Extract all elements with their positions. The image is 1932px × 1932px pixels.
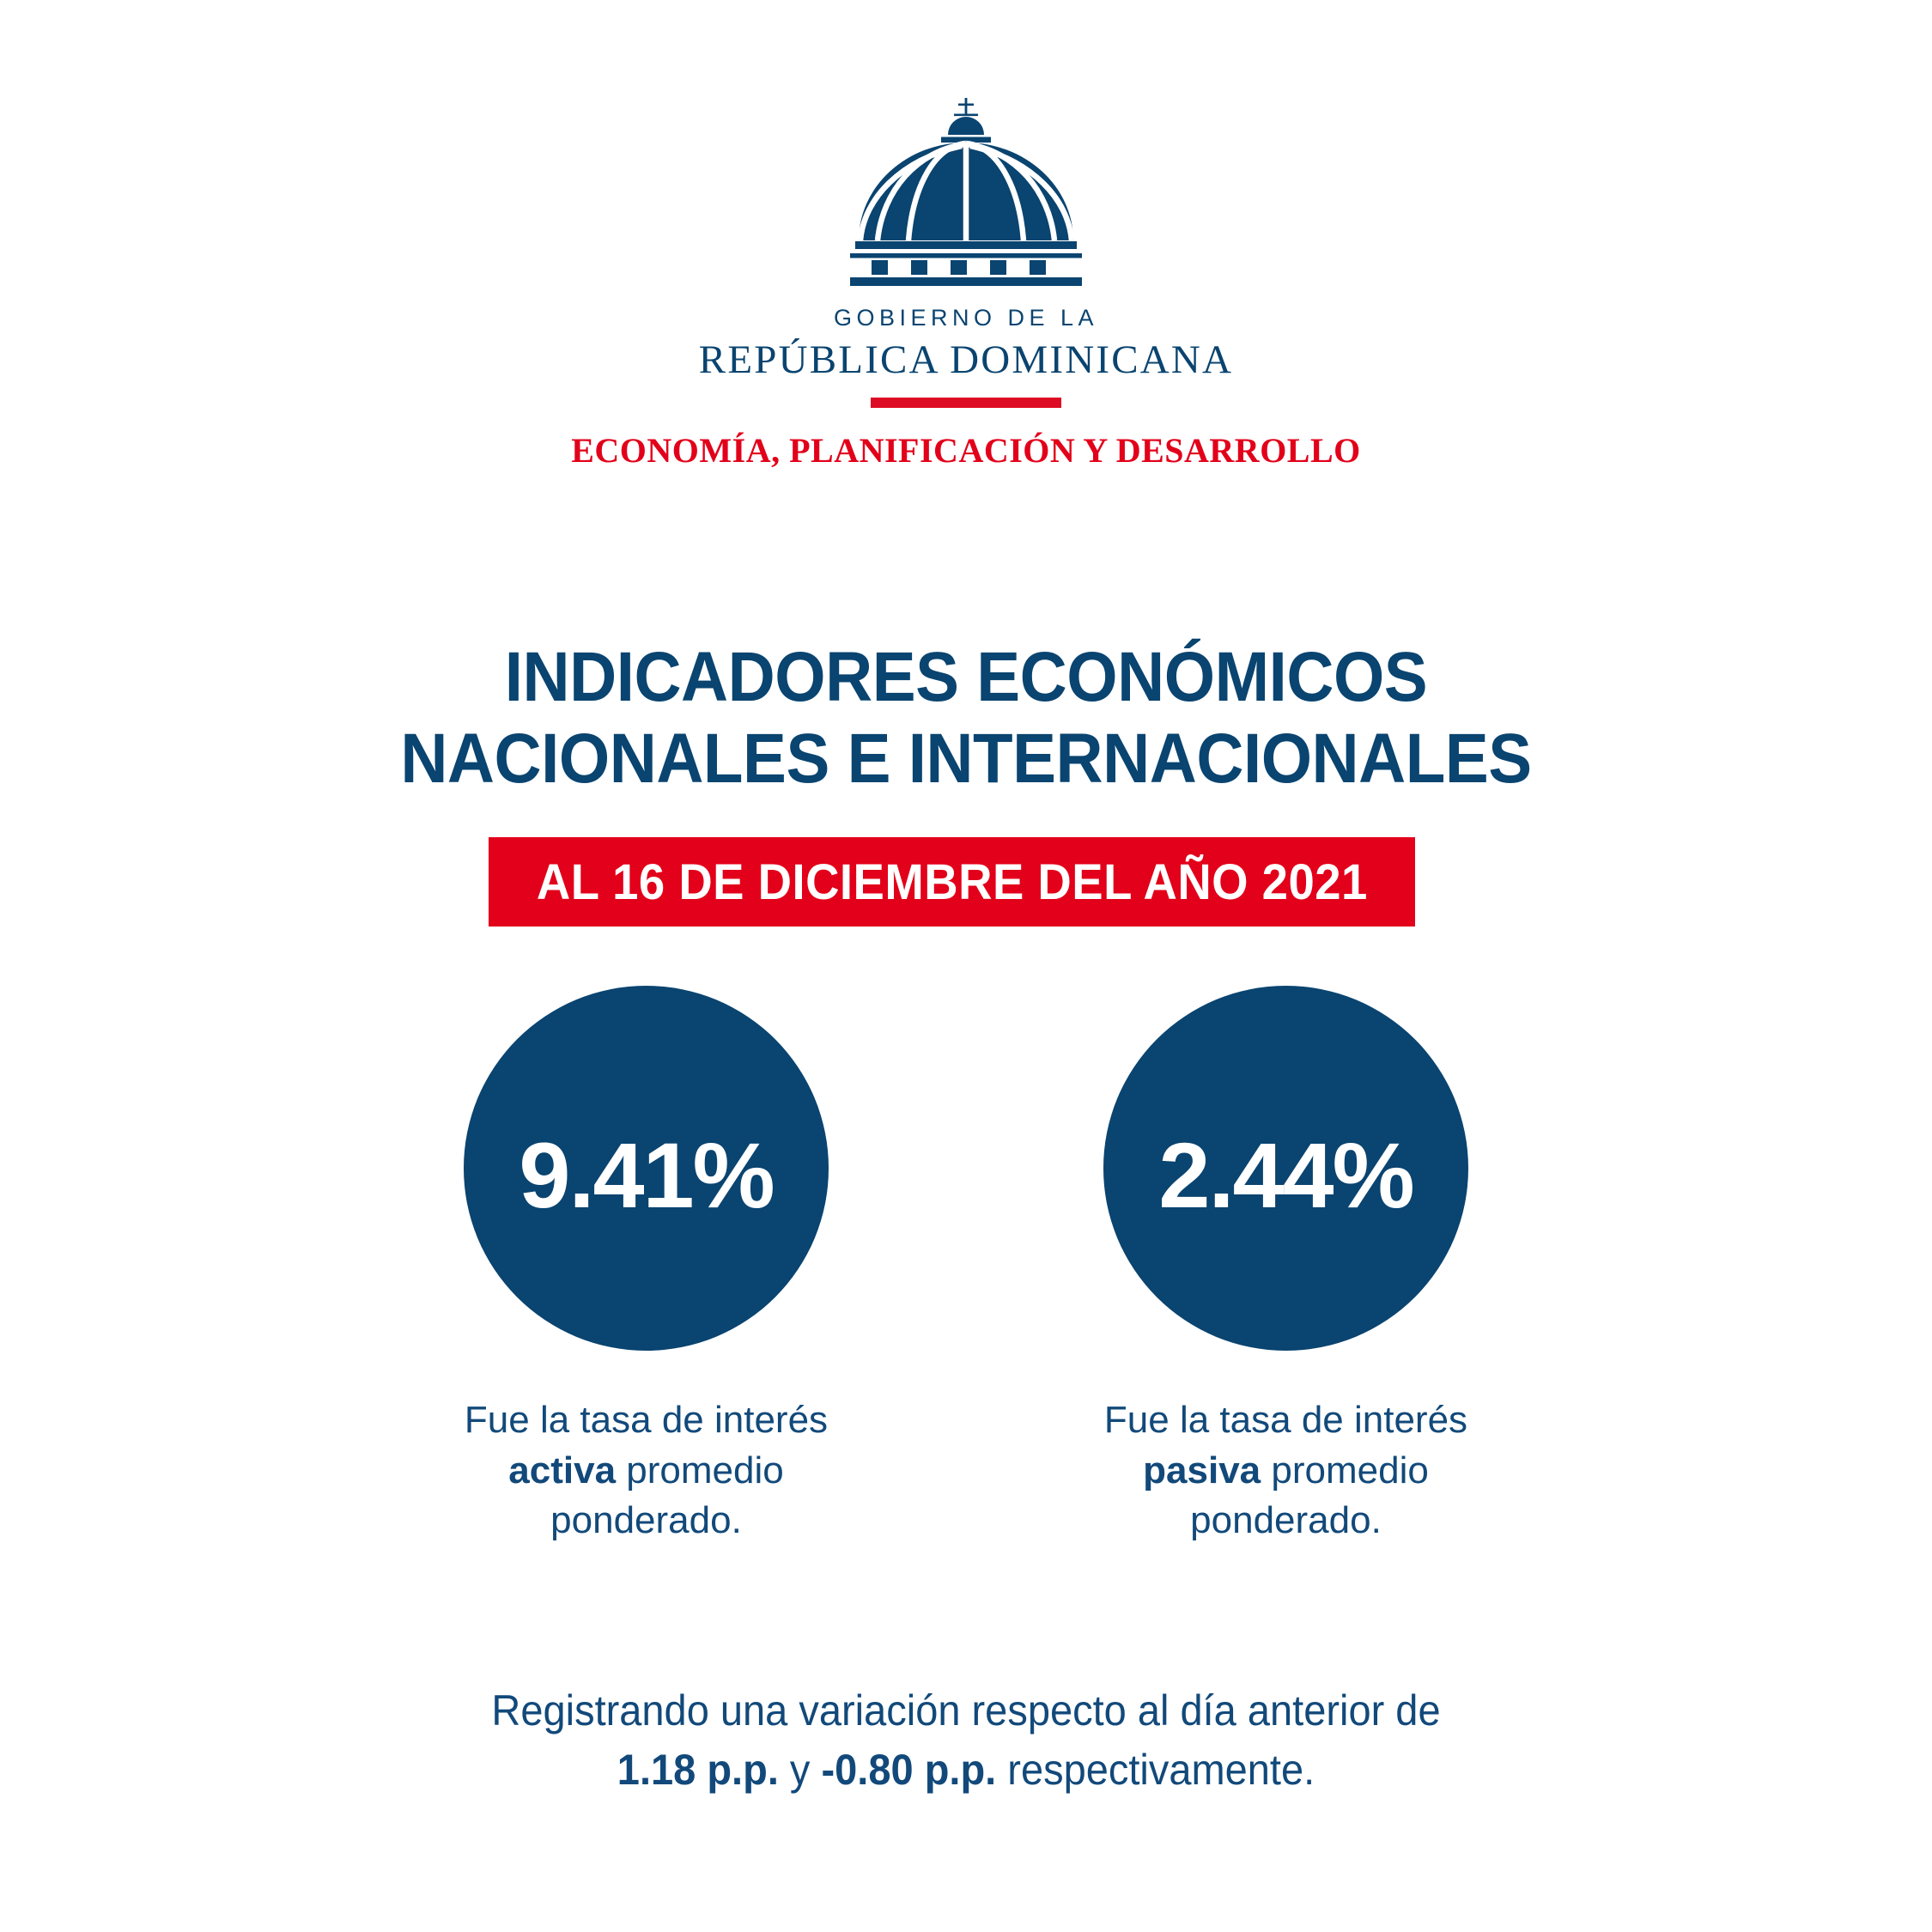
- date-banner: AL 16 DE DICIEMBRE DEL AÑO 2021: [489, 837, 1415, 927]
- stats-row: 9.41% Fue la tasa de interés activa prom…: [0, 986, 1932, 1546]
- caption-bold-pasiva: pasiva: [1143, 1449, 1261, 1492]
- variation-passive-value: -0.80 p.p.: [821, 1746, 997, 1794]
- caption-prefix-activa: Fue la tasa de interés: [464, 1399, 829, 1441]
- footer-note: Registrando una variación respecto al dí…: [58, 1681, 1874, 1800]
- date-banner-text: AL 16 DE DICIEMBRE DEL AÑO 2021: [536, 854, 1368, 910]
- dominican-republic-dome-emblem: [850, 98, 1082, 286]
- caption-bold-activa: activa: [508, 1449, 617, 1492]
- page-title-line-2: NACIONALES E INTERNACIONALES: [400, 720, 1532, 799]
- logo-republica-text: REPÚBLICA DOMINICANA: [698, 337, 1234, 382]
- stat-tasa-pasiva: 2.44% Fue la tasa de interés pasiva prom…: [1103, 986, 1468, 1546]
- ministry-name: ECONOMÍA, PLANIFICACIÓN Y DESARROLLO: [571, 430, 1361, 471]
- ministry-line-2: Y DESARROLLO: [1083, 431, 1361, 470]
- ministry-line-1: ECONOMÍA, PLANIFICACIÓN: [571, 431, 1076, 470]
- footer-line-2: 1.18 p.p. y -0.80 p.p. respectivamente.: [58, 1741, 1874, 1800]
- variation-active-value: 1.18 p.p.: [617, 1746, 779, 1794]
- footer-suffix: respectivamente.: [996, 1746, 1315, 1794]
- stat-value-activa: 9.41%: [519, 1122, 775, 1227]
- stat-value-pasiva: 2.44%: [1158, 1122, 1414, 1227]
- logo-gobierno-text: GOBIERNO DE LA: [833, 305, 1099, 331]
- stat-circle-pasiva: 2.44%: [1103, 986, 1468, 1351]
- logo-red-divider: [871, 398, 1061, 408]
- page-title-line-1: INDICADORES ECONÓMICOS: [504, 637, 1428, 716]
- footer-line-1: Registrando una variación respecto al dí…: [491, 1686, 1441, 1735]
- stat-caption-pasiva: Fue la tasa de interés pasiva promedio p…: [1063, 1395, 1510, 1546]
- caption-suffix-pasiva: promedio ponderado.: [1190, 1449, 1429, 1542]
- stat-tasa-activa: 9.41% Fue la tasa de interés activa prom…: [464, 986, 829, 1546]
- stat-circle-activa: 9.41%: [464, 986, 829, 1351]
- footer-conjunction: y: [778, 1746, 822, 1794]
- caption-suffix-activa: promedio ponderado.: [550, 1449, 784, 1542]
- stat-caption-activa: Fue la tasa de interés activa promedio p…: [423, 1395, 870, 1546]
- government-logo: GOBIERNO DE LA REPÚBLICA DOMINICANA ECON…: [0, 94, 1932, 471]
- caption-prefix-pasiva: Fue la tasa de interés: [1103, 1399, 1468, 1441]
- page-title: INDICADORES ECONÓMICOS NACIONALES E INTE…: [68, 636, 1865, 799]
